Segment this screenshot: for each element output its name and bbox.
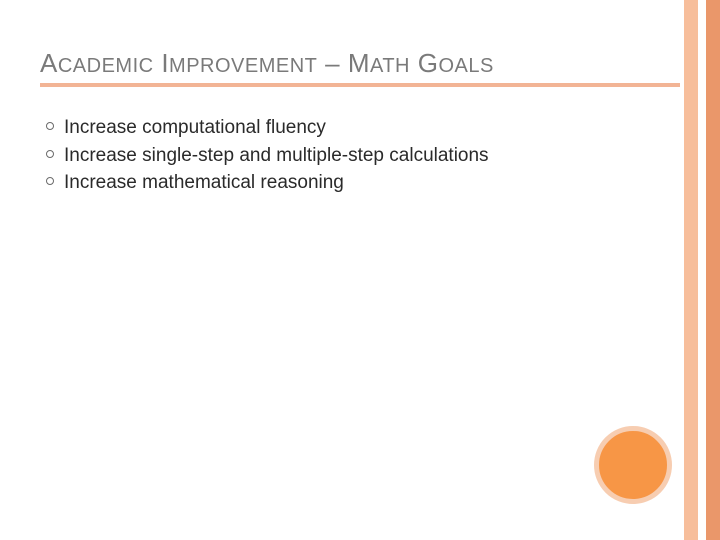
title-dash: – <box>325 48 348 78</box>
title-part: G <box>418 48 439 78</box>
side-stripes <box>684 0 720 540</box>
decorative-circle-icon <box>594 426 672 504</box>
title-underline <box>40 83 680 87</box>
title-block: ACADEMIC IMPROVEMENT – MATH GOALS <box>40 48 680 97</box>
slide-title: ACADEMIC IMPROVEMENT – MATH GOALS <box>40 48 680 79</box>
title-part: OALS <box>438 55 493 77</box>
title-part: I <box>161 48 169 78</box>
title-part: M <box>348 48 370 78</box>
bullet-ring-icon <box>46 150 54 158</box>
slide: ACADEMIC IMPROVEMENT – MATH GOALS Increa… <box>0 0 720 540</box>
list-item: Increase single-step and multiple-step c… <box>46 143 680 169</box>
bullet-text: Increase computational fluency <box>64 115 326 141</box>
stripe-light <box>684 0 698 540</box>
title-part: ATH <box>370 55 410 77</box>
list-item: Increase computational fluency <box>46 115 680 141</box>
bullet-ring-icon <box>46 122 54 130</box>
title-part: CADEMIC <box>58 55 154 77</box>
title-part: MPROVEMENT <box>169 55 317 77</box>
bullet-ring-icon <box>46 177 54 185</box>
list-item: Increase mathematical reasoning <box>46 170 680 196</box>
stripe-dark <box>706 0 720 540</box>
stripe-gap <box>698 0 706 540</box>
title-space <box>317 48 325 78</box>
bullet-list: Increase computational fluency Increase … <box>40 115 680 196</box>
bullet-text: Increase mathematical reasoning <box>64 170 344 196</box>
title-part: A <box>40 48 58 78</box>
title-space <box>410 48 418 78</box>
bullet-text: Increase single-step and multiple-step c… <box>64 143 489 169</box>
